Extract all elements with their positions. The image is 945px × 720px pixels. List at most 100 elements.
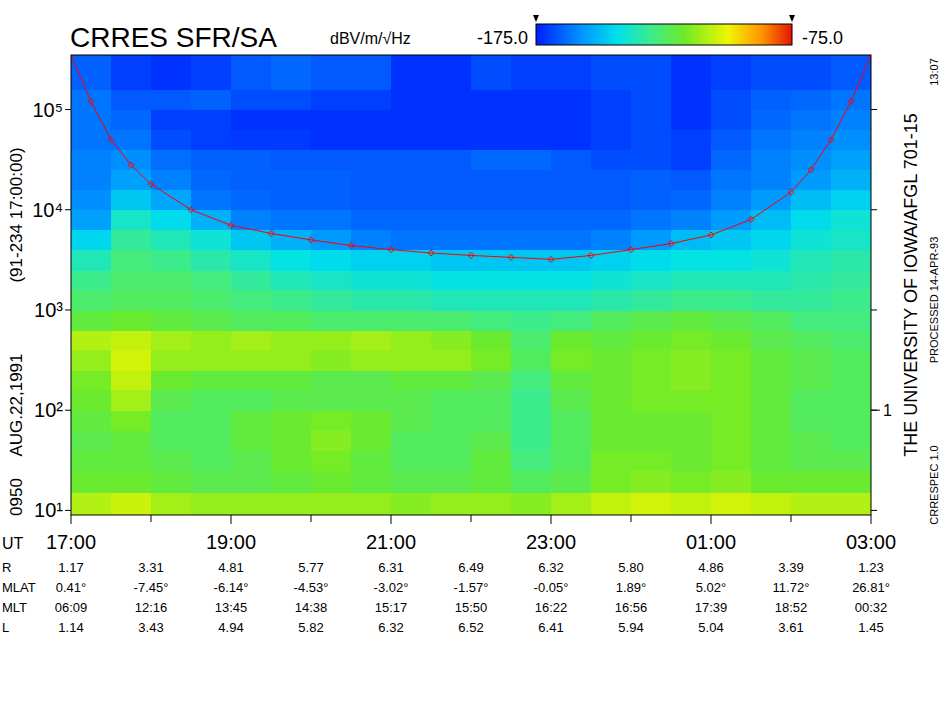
heat-cell <box>671 493 712 515</box>
heat-cell <box>511 110 552 131</box>
heat-cell <box>471 410 512 431</box>
line-marker <box>748 216 754 222</box>
heat-cell <box>551 189 592 210</box>
heat-cell <box>471 350 512 371</box>
line-marker <box>668 241 674 247</box>
heat-cell <box>471 130 512 150</box>
heat-cell <box>271 471 312 494</box>
heat-cell <box>471 270 512 290</box>
ephemeris-value: 15:17 <box>375 600 408 615</box>
right-annotation: THE UNIVERSITY OF IOWA/AFGL 701-15 <box>901 113 921 456</box>
heat-cell <box>151 430 192 450</box>
heat-cell <box>111 290 152 311</box>
heat-cell <box>751 89 792 110</box>
heat-cell <box>831 230 871 250</box>
heat-cell <box>671 270 712 290</box>
heat-cell <box>151 230 192 250</box>
heat-cell <box>591 270 632 290</box>
ephemeris-value: 3.61 <box>778 620 803 635</box>
heat-cell <box>71 270 112 290</box>
y2-tick-label: 1 <box>883 402 892 419</box>
heat-cell <box>311 210 352 231</box>
heat-cell <box>191 230 232 250</box>
heat-cell <box>751 110 792 131</box>
heat-cell <box>391 170 432 190</box>
heat-cell <box>431 250 472 271</box>
heat-cell <box>471 110 512 131</box>
heat-cell <box>191 210 232 231</box>
heat-cell <box>471 55 512 90</box>
heat-cell <box>791 250 832 271</box>
ephemeris-value: 5.80 <box>618 560 643 575</box>
heat-cell <box>151 330 192 350</box>
x-minor-tick <box>151 515 152 522</box>
heat-cell <box>671 230 712 250</box>
heat-cell <box>311 471 352 494</box>
ephemeris-value: 1.14 <box>58 620 83 635</box>
heat-cell <box>351 250 392 271</box>
ephemeris-value: 26.81° <box>852 580 890 595</box>
heat-cell <box>711 250 752 271</box>
heat-cell <box>551 493 592 515</box>
heat-cell <box>151 493 192 515</box>
heat-cell <box>191 370 232 390</box>
heat-cell <box>751 210 792 231</box>
heat-cell <box>711 270 752 290</box>
heat-cell <box>831 350 871 371</box>
heat-cell <box>671 170 712 190</box>
heat-cell <box>71 170 112 190</box>
heat-cell <box>311 189 352 210</box>
line-marker <box>508 254 514 260</box>
heat-cell <box>631 310 672 331</box>
heat-cell <box>711 471 752 494</box>
heat-cell <box>511 350 552 371</box>
ephemeris-value: -0.05° <box>534 580 569 595</box>
y-tick-right <box>871 510 877 511</box>
heat-cell <box>551 471 592 494</box>
ephemeris-value: 5.77 <box>298 560 323 575</box>
ephemeris-value: 16:22 <box>535 600 568 615</box>
heat-cell <box>231 89 272 110</box>
heat-cell <box>111 210 152 231</box>
heat-cell <box>751 390 792 411</box>
heat-cell <box>711 189 752 210</box>
ephemeris-value: 16:56 <box>615 600 648 615</box>
y2-tick <box>871 410 880 411</box>
heat-cell <box>511 410 552 431</box>
line-marker <box>548 256 554 262</box>
line-marker <box>828 137 834 143</box>
line-marker <box>308 237 314 243</box>
heat-cell <box>711 350 752 371</box>
heat-cell <box>351 330 392 350</box>
heat-cell <box>671 89 712 110</box>
heat-cell <box>551 149 592 170</box>
heat-cell <box>551 55 592 90</box>
heat-cell <box>351 450 392 471</box>
heat-cell <box>351 210 392 231</box>
heat-cell <box>351 189 392 210</box>
heat-cell <box>591 55 632 90</box>
heat-cell <box>151 55 192 90</box>
heat-cell <box>351 110 392 131</box>
heat-cell <box>631 390 672 411</box>
ephemeris-value: -1.57° <box>454 580 489 595</box>
heat-cell <box>511 149 552 170</box>
heat-cell <box>751 170 792 190</box>
heat-cell <box>151 471 192 494</box>
heat-cell <box>551 270 592 290</box>
ephemeris-value: 5.02° <box>696 580 727 595</box>
heat-cell <box>551 170 592 190</box>
heat-cell <box>311 149 352 170</box>
x-tick <box>391 515 392 524</box>
heat-cell <box>151 370 192 390</box>
heat-cell <box>631 230 672 250</box>
ephemeris-value: -4.53° <box>294 580 329 595</box>
heat-cell <box>151 450 192 471</box>
heat-cell <box>791 330 832 350</box>
line-marker <box>128 162 134 168</box>
heat-cell <box>231 390 272 411</box>
heat-cell <box>551 290 592 311</box>
heat-cell <box>671 310 712 331</box>
x-tick <box>551 515 552 524</box>
heat-cell <box>111 350 152 371</box>
